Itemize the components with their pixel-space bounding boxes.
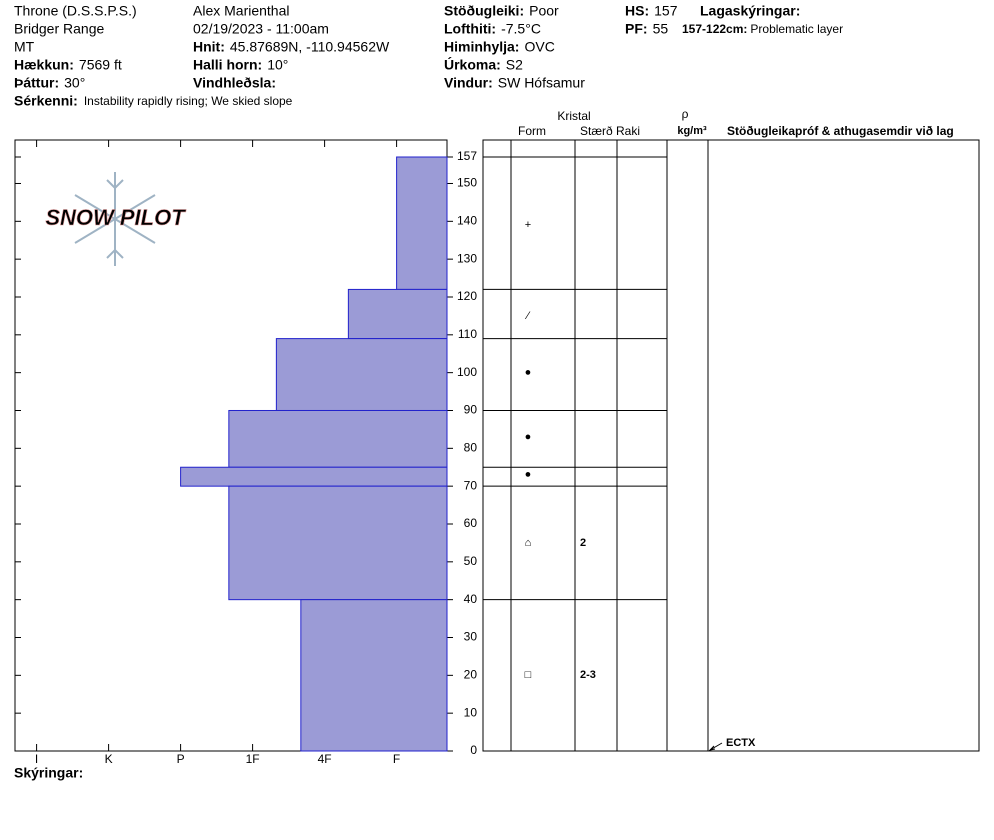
x-tick-label: F bbox=[393, 752, 400, 766]
column-header: Stöðugleikapróf & athugasemdir við lag bbox=[727, 124, 954, 138]
field-label: Hækkun: bbox=[14, 57, 74, 73]
hardness-bar bbox=[347, 288, 448, 340]
hardness-bar bbox=[228, 485, 448, 601]
grain-form: + bbox=[525, 219, 531, 231]
legend-label: Skýringar: bbox=[14, 765, 83, 781]
logo-text: SNOW PILOT bbox=[45, 205, 186, 230]
hardness-bar bbox=[396, 156, 448, 290]
field-value: OVC bbox=[524, 39, 554, 55]
column-header: Raki bbox=[616, 124, 640, 138]
grain-form: ● bbox=[525, 431, 532, 443]
y-tick-label: 30 bbox=[464, 630, 478, 644]
field-value: Throne (D.S.S.P.S.) bbox=[14, 3, 137, 19]
grain-form: ● bbox=[525, 367, 532, 379]
field-value: S2 bbox=[506, 57, 523, 73]
field-value: 45.87689N, -110.94562W bbox=[230, 39, 390, 55]
x-tick-label: K bbox=[105, 752, 113, 766]
layer-notes-title: Lagaskýringar: bbox=[700, 3, 800, 19]
column-header: Kristal bbox=[557, 109, 590, 123]
y-tick-label: 40 bbox=[464, 592, 478, 606]
field-label: Úrkoma: bbox=[444, 56, 501, 73]
field-label: HS: bbox=[625, 3, 649, 19]
field-label: Vindhleðsla: bbox=[193, 75, 276, 91]
field-value: 55 bbox=[653, 21, 669, 37]
field-value: Alex Marienthal bbox=[193, 3, 290, 19]
field-label: Vindur: bbox=[444, 75, 493, 91]
test-label: ECTX bbox=[726, 737, 756, 749]
column-header: kg/m³ bbox=[677, 125, 707, 137]
y-tick-label: 140 bbox=[457, 213, 477, 227]
y-tick-label: 10 bbox=[464, 705, 478, 719]
field-label: Lofthiti: bbox=[444, 21, 496, 37]
y-tick-label: 70 bbox=[464, 478, 478, 492]
y-tick-label: 157 bbox=[457, 149, 477, 163]
grain-form: ⌂ bbox=[525, 537, 532, 549]
hardness-bar bbox=[180, 466, 448, 487]
hardness-bar bbox=[228, 409, 448, 468]
y-tick-label: 100 bbox=[457, 365, 477, 379]
x-tick-label: I bbox=[35, 752, 38, 766]
y-tick-label: 150 bbox=[457, 176, 477, 190]
grain-form: ● bbox=[525, 469, 532, 481]
field-label: Stöðugleiki: bbox=[444, 3, 524, 19]
y-tick-label: 130 bbox=[457, 251, 477, 265]
grain-size: 2 bbox=[580, 537, 586, 549]
field-value: 30° bbox=[64, 75, 85, 91]
field-value: Instability rapidly rising; We skied slo… bbox=[84, 94, 293, 108]
x-tick-label: 4F bbox=[318, 752, 332, 766]
field-label: Hnit: bbox=[193, 39, 225, 55]
y-tick-label: 20 bbox=[464, 668, 478, 682]
y-tick-label: 90 bbox=[464, 403, 478, 417]
field-value: 7569 ft bbox=[79, 57, 122, 73]
field-value: -7.5°C bbox=[501, 21, 541, 37]
layer-table-frame bbox=[482, 139, 980, 752]
x-tick-label: P bbox=[177, 752, 185, 766]
field-value: 157 bbox=[654, 3, 678, 19]
test-arrow bbox=[709, 742, 723, 751]
field-label: PF: bbox=[625, 21, 648, 37]
column-header: Form bbox=[518, 124, 546, 138]
y-tick-label: 80 bbox=[464, 440, 478, 454]
hardness-bar bbox=[300, 599, 448, 752]
field-label: Himinhylja: bbox=[444, 39, 519, 55]
test-arrowhead bbox=[708, 745, 716, 751]
column-header: ρ bbox=[682, 107, 689, 121]
field-label: Halli horn: bbox=[193, 57, 262, 73]
grain-form: ⁄ bbox=[524, 310, 531, 322]
field-label: 157-122cm: bbox=[682, 22, 747, 36]
y-tick-label: 110 bbox=[458, 327, 477, 341]
grain-size: 2-3 bbox=[580, 669, 596, 681]
y-tick-label: 50 bbox=[464, 554, 478, 568]
y-tick-label: 120 bbox=[457, 289, 477, 303]
field-value: SW Hófsamur bbox=[498, 75, 585, 91]
field-value: Poor bbox=[529, 3, 559, 19]
field-value: 02/19/2023 - 11:00am bbox=[193, 21, 329, 37]
x-tick-label: 1F bbox=[246, 752, 260, 766]
y-tick-label: 0 bbox=[470, 743, 477, 757]
field-value: Problematic layer bbox=[750, 22, 843, 36]
y-tick-label: 60 bbox=[464, 516, 478, 530]
field-label: Sérkenni: bbox=[14, 93, 78, 109]
field-value: MT bbox=[14, 39, 35, 55]
grain-form: □ bbox=[525, 669, 532, 681]
column-header: Stærð bbox=[580, 124, 613, 138]
field-value: Bridger Range bbox=[14, 21, 104, 37]
logo bbox=[74, 172, 156, 266]
field-value: 10° bbox=[267, 57, 288, 73]
hardness-bar bbox=[275, 338, 448, 411]
field-label: Þáttur: bbox=[14, 75, 59, 91]
